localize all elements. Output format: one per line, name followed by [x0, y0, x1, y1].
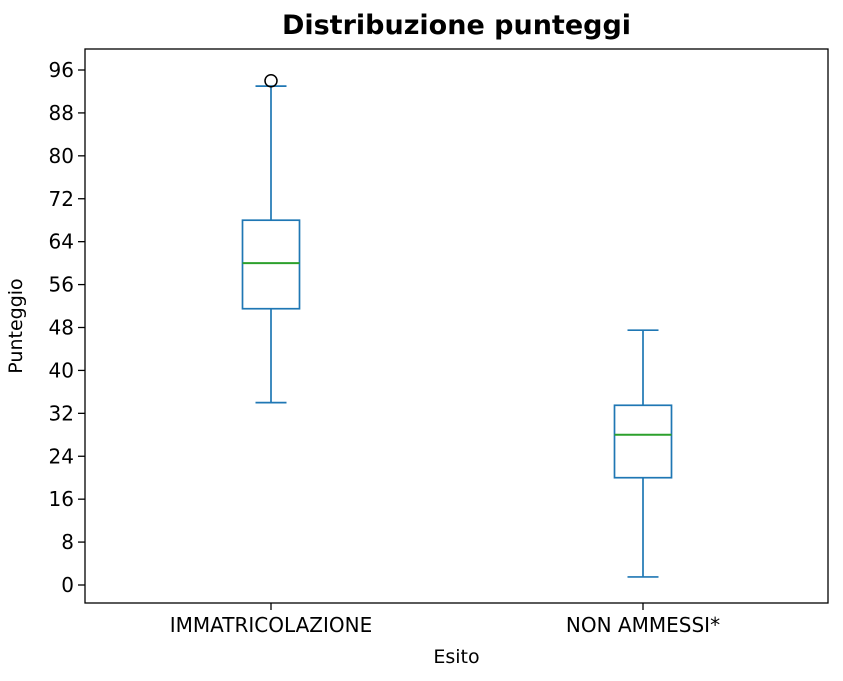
outlier-marker: [264, 73, 278, 88]
y-tick-label: 16: [49, 487, 74, 511]
x-tick-label: NON AMMESSI*: [566, 613, 720, 637]
y-tick-label: 40: [49, 358, 74, 382]
y-tick-label: 96: [49, 58, 74, 82]
y-axis-label: Punteggio: [5, 278, 27, 373]
y-tick-label: 64: [49, 230, 74, 254]
y-tick-label: 0: [61, 573, 74, 597]
y-tick-label: 80: [49, 144, 74, 168]
y-tick-label: 72: [49, 187, 74, 211]
iqr-box: [241, 219, 301, 310]
plot-border: [84, 48, 829, 604]
x-tick-label: IMMATRICOLAZIONE: [170, 613, 372, 637]
y-tick-label: 88: [49, 101, 74, 125]
y-tick-label: 56: [49, 273, 74, 297]
chart-title: Distribuzione punteggi: [282, 10, 631, 41]
iqr-box: [613, 404, 673, 479]
x-axis-label: Esito: [433, 646, 479, 668]
plot-content: 0 8 16 24 32 40 48 56 64 72 80 88 96 IMMATRICOLAZIONE…: [49, 48, 829, 637]
y-tick-label: 24: [49, 444, 74, 468]
y-tick-label: 8: [61, 530, 74, 554]
y-tick-label: 32: [49, 401, 74, 425]
y-tick-label: 48: [49, 316, 74, 340]
